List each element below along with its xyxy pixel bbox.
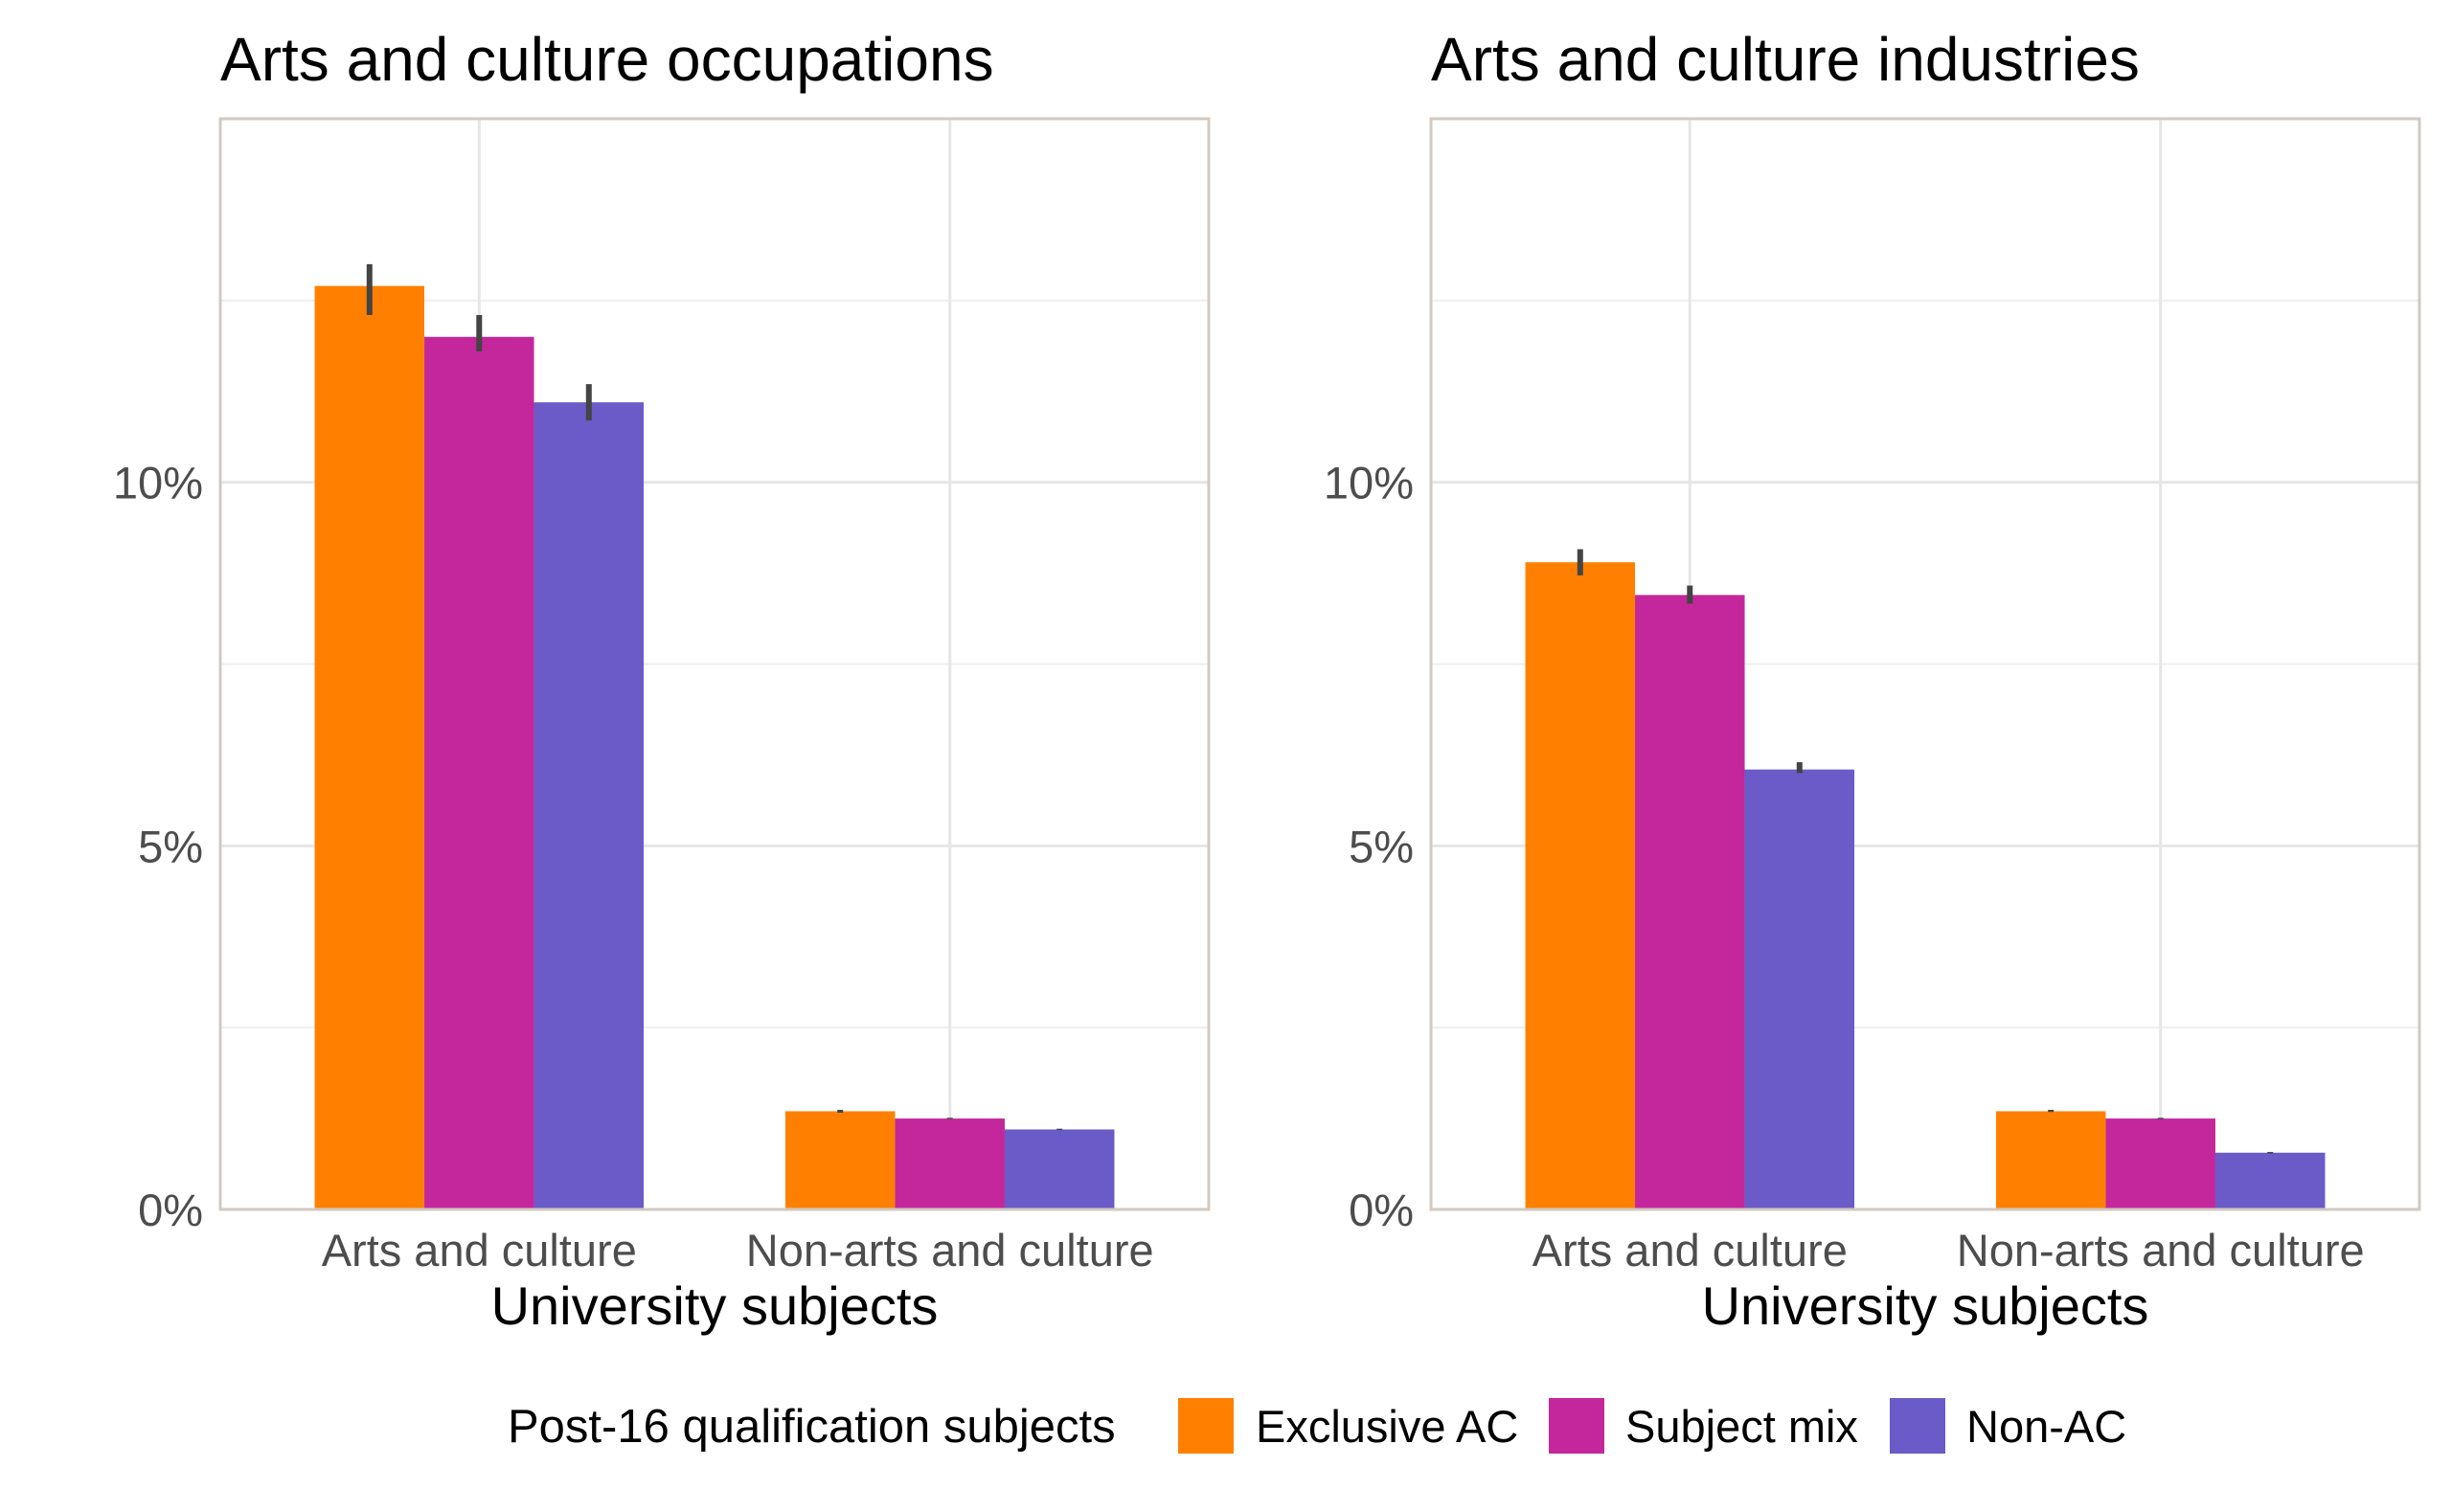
- y-tick-label: 5%: [138, 821, 203, 871]
- legend-label-non-ac: Non-AC: [1966, 1401, 2126, 1452]
- legend-swatch-exclusive-ac: [1178, 1398, 1234, 1454]
- bar-exclusive-ac-non-arts-and-culture: [784, 1111, 896, 1209]
- y-tick-label: 0%: [1349, 1185, 1414, 1235]
- y-tick-label: 5%: [1349, 821, 1414, 871]
- bar-non-ac-non-arts-and-culture: [2214, 1152, 2326, 1209]
- bar-subject-mix-non-arts-and-culture: [2105, 1118, 2215, 1209]
- bar-subject-mix-arts-and-culture: [1635, 595, 1745, 1209]
- bar-exclusive-ac-arts-and-culture: [314, 285, 425, 1209]
- x-axis-title: University subjects: [491, 1275, 939, 1336]
- y-tick-label: 10%: [113, 458, 203, 508]
- bar-exclusive-ac-arts-and-culture: [1525, 562, 1636, 1209]
- legend-label-subject-mix: Subject mix: [1625, 1401, 1858, 1452]
- legend-swatch-subject-mix: [1549, 1398, 1604, 1454]
- panel-border: [218, 117, 1211, 1211]
- x-tick-label: Non-arts and culture: [1957, 1225, 2365, 1275]
- x-tick-label: Arts and culture: [322, 1225, 637, 1275]
- bar-non-ac-arts-and-culture: [1744, 769, 1855, 1209]
- x-axis-title: University subjects: [1702, 1275, 2149, 1336]
- legend-label-exclusive-ac: Exclusive AC: [1256, 1401, 1518, 1452]
- chart-panel-1: 0% 5% 10% Arts and culture Non-arts and cult…: [113, 25, 1211, 1336]
- chart-panel-2: 0% 5% 10% Arts and culture Non-arts and cult…: [1324, 25, 2421, 1336]
- y-tick-label: 0%: [138, 1185, 203, 1235]
- x-tick-label: Arts and culture: [1532, 1225, 1848, 1275]
- bar-subject-mix-arts-and-culture: [424, 336, 534, 1209]
- bar-exclusive-ac-non-arts-and-culture: [1995, 1111, 2106, 1209]
- bar-non-ac-arts-and-culture: [534, 402, 645, 1209]
- chart-title: Arts and culture industries: [1431, 25, 2140, 94]
- panel-border: [1429, 117, 2421, 1211]
- legend-swatch-non-ac: [1890, 1398, 1945, 1454]
- chart-title: Arts and culture occupations: [220, 25, 994, 94]
- bar-subject-mix-non-arts-and-culture: [895, 1118, 1005, 1209]
- chart-panels: 0% 5% 10% Arts and culture Non-arts and cult…: [113, 25, 2421, 1336]
- legend-title: Post-16 qualification subjects: [508, 1401, 1116, 1453]
- legend: Post-16 qualification subjects Exclusive…: [508, 1398, 2126, 1454]
- y-tick-label: 10%: [1324, 458, 1414, 508]
- x-tick-label: Non-arts and culture: [746, 1225, 1154, 1275]
- bar-non-ac-non-arts-and-culture: [1004, 1129, 1115, 1209]
